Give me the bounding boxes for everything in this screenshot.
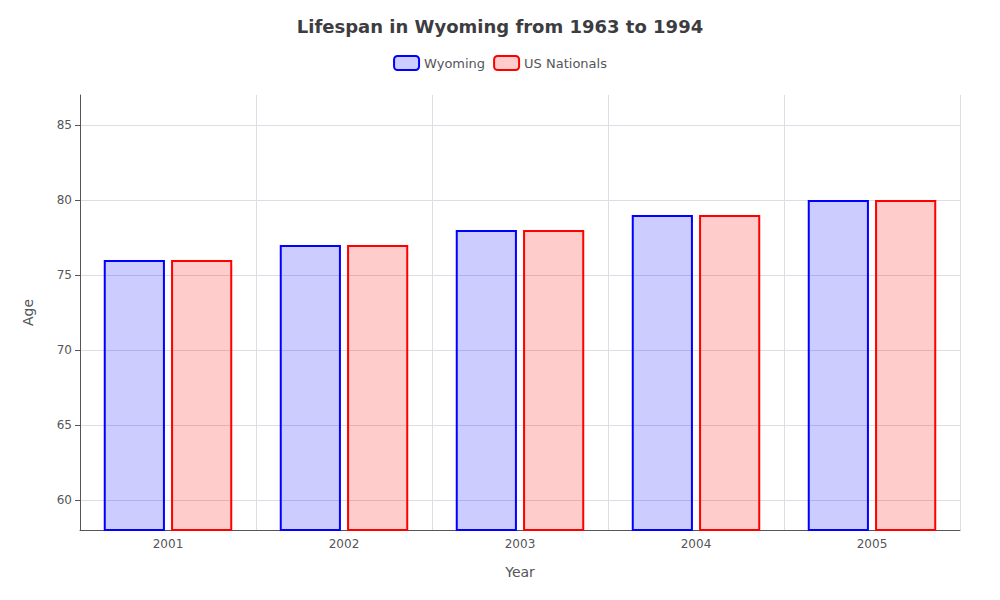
svg-text:2003: 2003 xyxy=(505,537,536,551)
svg-text:2002: 2002 xyxy=(329,537,360,551)
svg-text:65: 65 xyxy=(57,418,72,432)
svg-text:2001: 2001 xyxy=(153,537,184,551)
svg-text:US Nationals: US Nationals xyxy=(524,56,607,71)
svg-text:80: 80 xyxy=(57,193,72,207)
svg-text:60: 60 xyxy=(57,493,72,507)
svg-text:2004: 2004 xyxy=(681,537,712,551)
svg-text:Age: Age xyxy=(20,299,36,326)
svg-text:85: 85 xyxy=(57,118,72,132)
svg-text:Year: Year xyxy=(504,564,535,580)
svg-text:2005: 2005 xyxy=(857,537,888,551)
svg-text:Lifespan in Wyoming from 1963: Lifespan in Wyoming from 1963 to 1994 xyxy=(297,16,703,37)
svg-text:75: 75 xyxy=(57,268,72,282)
svg-text:70: 70 xyxy=(57,343,72,357)
svg-text:Wyoming: Wyoming xyxy=(424,56,485,71)
